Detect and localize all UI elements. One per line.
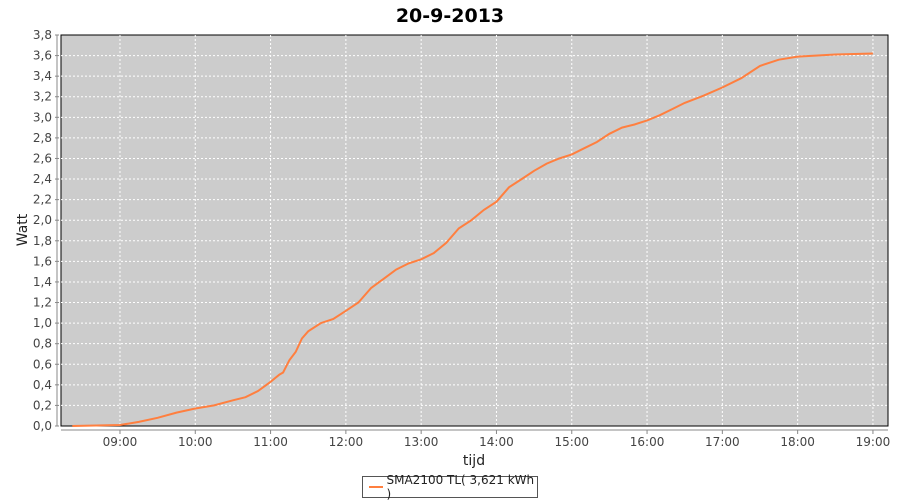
y-tick-label: 3,8: [33, 28, 52, 42]
x-tick-label: 17:00: [705, 435, 740, 449]
y-tick-label: 1,0: [33, 316, 52, 330]
x-tick-label: 18:00: [780, 435, 815, 449]
y-axis-label: Watt: [15, 213, 31, 246]
y-tick-label: 3,4: [33, 69, 52, 83]
grid: [61, 35, 888, 426]
x-tick-label: 09:00: [103, 435, 138, 449]
series-line: [72, 52, 873, 427]
y-tick-label: 2,8: [33, 131, 52, 145]
y-tick-label: 2,6: [33, 151, 52, 165]
x-tick-label: 11:00: [253, 435, 288, 449]
y-tick-label: 0,4: [33, 378, 52, 392]
x-tick-label: 19:00: [856, 435, 891, 449]
y-tick-label: 3,2: [33, 90, 52, 104]
x-tick-label: 12:00: [329, 435, 364, 449]
y-tick-label: 0,2: [33, 398, 52, 412]
y-tick-label: 3,6: [33, 49, 52, 63]
legend: SMA2100 TL( 3,621 kWh ): [362, 473, 538, 501]
y-axis: 0,0 0,2 0,4 0,6 0,8 1,0 1,2 1,4 1,6 1,8 2,0 2,2 2,4 2…: [33, 28, 59, 433]
chart-title: 20-9-2013: [396, 5, 504, 27]
x-tick-label: 13:00: [404, 435, 439, 449]
y-tick-label: 0,6: [33, 357, 52, 371]
plot-area: [60, 34, 889, 427]
y-tick-label: 3,0: [33, 110, 52, 124]
y-tick-label: 1,8: [33, 234, 52, 248]
y-tick-label: 1,2: [33, 296, 52, 310]
y-tick-label: 2,0: [33, 213, 52, 227]
y-tick-label: 1,4: [33, 275, 52, 289]
legend-swatch: [369, 486, 383, 488]
x-tick-label: 15:00: [554, 435, 589, 449]
y-tick-label: 0,8: [33, 337, 52, 351]
x-tick-label: 16:00: [630, 435, 665, 449]
legend-label: SMA2100 TL( 3,621 kWh ): [386, 473, 535, 501]
y-tick-label: 2,4: [33, 172, 52, 186]
x-tick-label: 10:00: [178, 435, 213, 449]
y-tick-label: 1,6: [33, 254, 52, 268]
x-axis: 09:00 10:00 11:00 12:00 13:00 14:00 15:00 16:00…: [61, 429, 891, 449]
y-tick-label: 2,2: [33, 193, 52, 207]
y-tick-label: 0,0: [33, 419, 52, 433]
x-tick-label: 14:00: [479, 435, 514, 449]
x-axis-label: tijd: [463, 453, 485, 469]
